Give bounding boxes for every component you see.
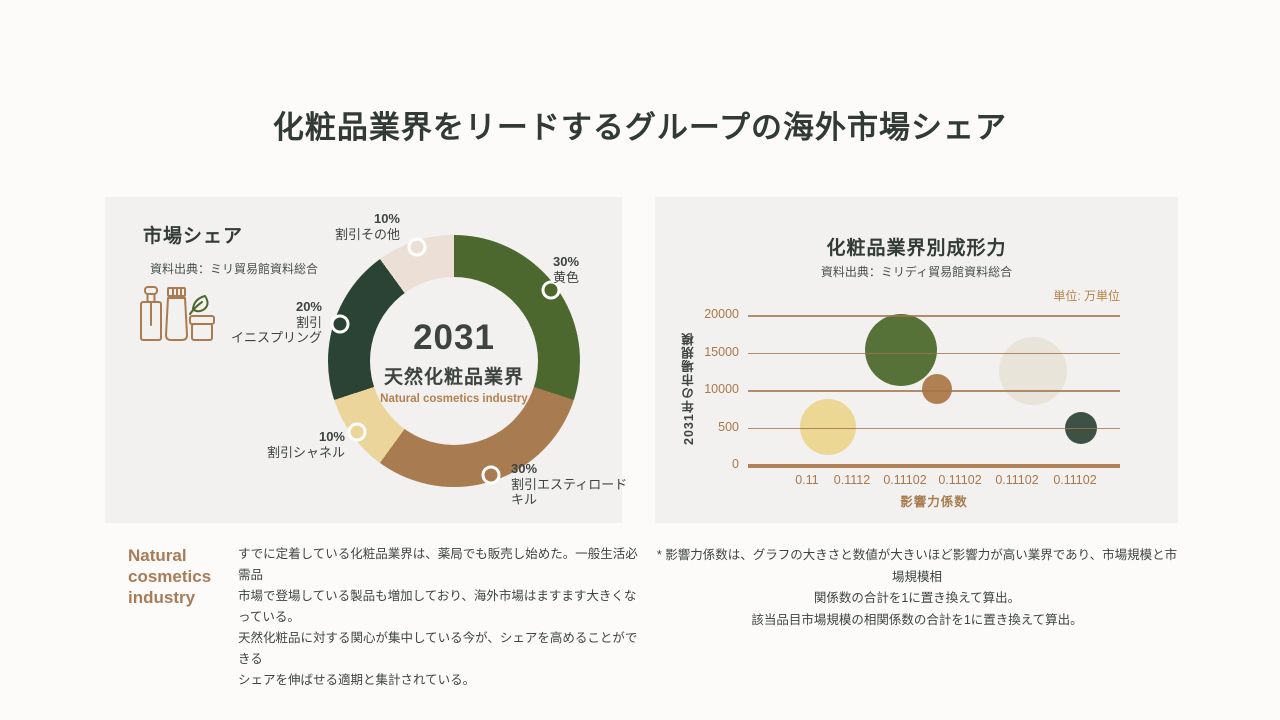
donut-center-label-jp: 天然化粧品業界 <box>383 366 524 388</box>
footnote-paragraph: * 影響力係数は、グラフの大きさと数値が大きいほど影響力が高い業界であり、市場規… <box>656 548 1178 627</box>
unit-note: 単位: 万単位 <box>1053 289 1120 303</box>
donut-label-name: 黄色 <box>553 269 580 285</box>
donut-label-percent: 20% <box>295 299 322 314</box>
donut-label-percent: 30% <box>511 461 538 476</box>
data-bubble <box>800 399 856 455</box>
y-tick-label: 0 <box>732 457 739 471</box>
donut-label-chanel: 10% 割引シャネル <box>205 429 345 460</box>
x-tick-label: 0.11102 <box>938 473 982 487</box>
donut-label-yellow: 30% 黄色 <box>553 254 673 285</box>
market-share-source: 資料出典：ミリ貿易館資料総合 <box>150 262 319 276</box>
market-share-card: 市場シェア 資料出典：ミリ貿易館資料総合 <box>105 197 627 523</box>
donut-label-name: 割引シャネル <box>266 444 345 460</box>
gridline <box>748 352 1120 354</box>
x-axis-title: 影響力係数 <box>900 495 968 509</box>
gridline <box>748 315 1120 317</box>
y-tick-label: 20000 <box>704 307 739 321</box>
influence-title: 化粧品業界別成形力 <box>826 238 1007 259</box>
influence-card: 化粧品業界別成形力 資料出典：ミリディ貿易館資料総合 単位: 万単位 2031年… <box>655 197 1178 523</box>
donut-segment-marker <box>541 280 561 300</box>
x-axis-line <box>748 463 1120 468</box>
y-tick-label: 10000 <box>704 382 739 396</box>
donut-hole: 2031 天然化粧品業界 Natural cosmetics industry <box>370 277 538 445</box>
x-tick-label: 0.11102 <box>883 473 927 487</box>
donut-segment-marker <box>407 237 427 257</box>
market-share-title: 市場シェア <box>143 226 244 247</box>
cosmetics-icon <box>140 286 215 341</box>
donut-label-name: 割引エスティロード キル <box>511 476 628 508</box>
y-tick-label: 500 <box>718 419 739 434</box>
gridline <box>748 427 1120 429</box>
donut-label-name: 割引その他 <box>334 226 400 242</box>
brand-heading: Natural cosmetics industry <box>128 546 212 607</box>
donut-segment-marker <box>330 314 350 334</box>
x-tick-label: 0.11102 <box>1053 473 1097 487</box>
donut-label-esty: 30% 割引エスティロード キル <box>511 461 661 508</box>
donut-label-percent: 30% <box>553 254 580 269</box>
x-tick-label: 0.1112 <box>833 473 871 487</box>
data-bubble <box>865 314 937 386</box>
y-tick-label: 15000 <box>704 344 739 359</box>
data-bubble <box>999 337 1067 405</box>
donut-label-percent: 10% <box>318 429 345 444</box>
x-tick-label: 0.11 <box>795 473 819 487</box>
bubble-chart: 単位: 万単位 2031年の市場規模 影響力係数 20000 15000 10000… <box>655 197 1178 523</box>
donut-segment-marker <box>347 422 367 442</box>
influence-source: 資料出典：ミリディ貿易館資料総合 <box>820 265 1013 279</box>
donut-label-name: 割引 イニスプリング <box>230 314 322 346</box>
donut-center-label-en: Natural cosmetics industry <box>380 392 528 405</box>
page-title: 化粧品業界をリードするグループの海外市場シェア <box>272 110 1008 145</box>
donut-label-other: 10% 割引その他 <box>250 211 400 242</box>
donut-label-innis: 20% 割引 イニスプリング <box>182 299 322 346</box>
donut-center-year: 2031 <box>413 317 495 357</box>
donut-chart: 2031 天然化粧品業界 Natural cosmetics industry <box>328 235 580 487</box>
data-bubble <box>922 374 952 404</box>
gridline <box>748 390 1120 392</box>
donut-segment-marker <box>481 465 501 485</box>
x-tick-label: 0.11102 <box>995 473 1039 487</box>
donut-label-percent: 10% <box>373 211 400 226</box>
description-paragraph: すでに定着している化粧品業界は、薬局でも販売し始めた。一般生活必需品 市場で登場… <box>238 547 638 687</box>
